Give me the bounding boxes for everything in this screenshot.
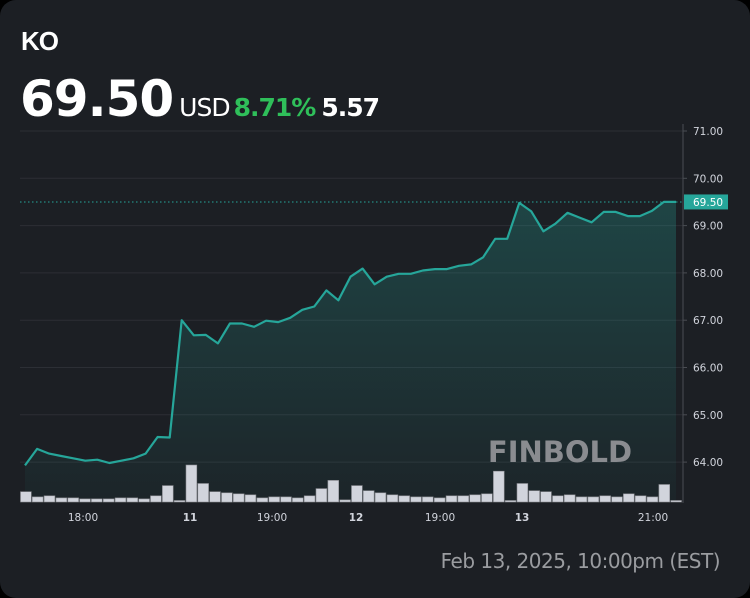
y-tick-label: 71.00	[693, 126, 723, 138]
volume-bar	[587, 496, 600, 503]
volume-bar	[114, 497, 127, 503]
volume-bar	[445, 495, 458, 503]
svg-text:FINBOLD: FINBOLD	[488, 435, 632, 469]
volume-bar	[457, 495, 469, 503]
volume-bar	[481, 493, 493, 503]
volume-bar	[386, 494, 399, 503]
volume-bar	[504, 500, 517, 503]
volume-bar	[67, 497, 79, 503]
ticker-symbol: KO	[21, 26, 59, 56]
volume-bar	[162, 485, 174, 503]
volume-bar	[173, 500, 186, 503]
volume-bar	[150, 495, 162, 503]
volume-bar	[433, 497, 446, 503]
volume-bar	[292, 497, 304, 503]
volume-bar	[103, 498, 115, 503]
x-tick-label: 21:00	[638, 512, 668, 524]
volume-bar	[398, 495, 410, 503]
volume-bar	[563, 494, 576, 503]
volume-bar	[552, 495, 564, 503]
x-tick-label: 12	[349, 512, 364, 524]
volume-bar	[658, 484, 671, 503]
volume-bar	[670, 500, 682, 503]
volume-bar	[91, 498, 103, 503]
volume-bar	[20, 491, 32, 503]
x-axis: 18:00 11 19:00 12 19:00 13 21:00	[68, 512, 668, 524]
price-line	[24, 200, 676, 467]
volume-bar	[611, 496, 623, 503]
y-tick-label: 70.00	[693, 173, 723, 185]
last-price-label: 69.50	[693, 197, 723, 209]
x-tick-label: 18:00	[68, 512, 98, 524]
volume-bar	[315, 488, 328, 503]
x-tick-label: 11	[183, 512, 198, 524]
volume-bar	[493, 470, 505, 503]
volume-bar	[623, 493, 635, 503]
volume-bar	[646, 496, 659, 503]
volume-bar	[43, 495, 56, 503]
volume-bar	[233, 493, 245, 503]
volume-bar	[79, 498, 91, 503]
volume-bar	[374, 492, 387, 503]
change-value: 5.57	[321, 93, 380, 122]
y-tick-label: 65.00	[693, 410, 723, 422]
volume-bar	[126, 497, 139, 503]
last-price-tag: 69.50	[20, 194, 728, 210]
volume-bar	[362, 490, 375, 503]
volume-bar	[410, 496, 422, 503]
x-tick-label: 13	[515, 512, 530, 524]
volume-bar	[516, 483, 529, 503]
volume-bar	[138, 498, 150, 503]
volume-bar	[31, 496, 44, 503]
volume-bar	[280, 496, 292, 503]
volume-bar	[327, 480, 339, 503]
volume-bar	[422, 496, 434, 503]
volume-bar	[351, 485, 363, 503]
y-tick-label: 67.00	[693, 315, 723, 327]
volume-bar	[339, 499, 351, 503]
volume-bar	[599, 495, 611, 503]
volume-bar	[634, 495, 647, 503]
volume-bar	[528, 490, 540, 503]
y-tick-label: 69.00	[693, 221, 723, 233]
volume-bars	[20, 464, 682, 503]
y-axis: 71.00 70.00 69.00 68.00 67.00 66.00 65.00 64.00	[682, 124, 723, 503]
x-tick-label: 19:00	[425, 512, 455, 524]
volume-bar	[209, 491, 221, 503]
currency-label: USD	[179, 93, 230, 122]
volume-bar	[185, 464, 198, 503]
current-price: 69.50	[20, 70, 174, 128]
volume-bar	[540, 491, 552, 503]
volume-bar	[303, 495, 316, 503]
volume-bar	[244, 494, 257, 503]
price-row: 69.50 USD 8.71% 5.57	[20, 70, 380, 128]
x-tick-label: 19:00	[257, 512, 287, 524]
volume-bar	[469, 494, 481, 503]
volume-bar	[575, 496, 588, 503]
y-tick-label: 64.00	[693, 457, 723, 469]
y-tick-label: 66.00	[693, 363, 723, 375]
change-percent: 8.71%	[233, 93, 317, 122]
volume-bar	[55, 497, 68, 503]
volume-bar	[221, 492, 233, 503]
volume-bar	[197, 483, 209, 503]
price-line-path	[24, 200, 676, 467]
y-tick-label: 68.00	[693, 268, 723, 280]
timestamp: Feb 13, 2025, 10:00pm (EST)	[440, 549, 721, 573]
price-area	[25, 201, 676, 502]
finbold-watermark: FINBOLD	[488, 435, 632, 469]
volume-bar	[268, 496, 280, 503]
volume-bar	[256, 497, 268, 503]
